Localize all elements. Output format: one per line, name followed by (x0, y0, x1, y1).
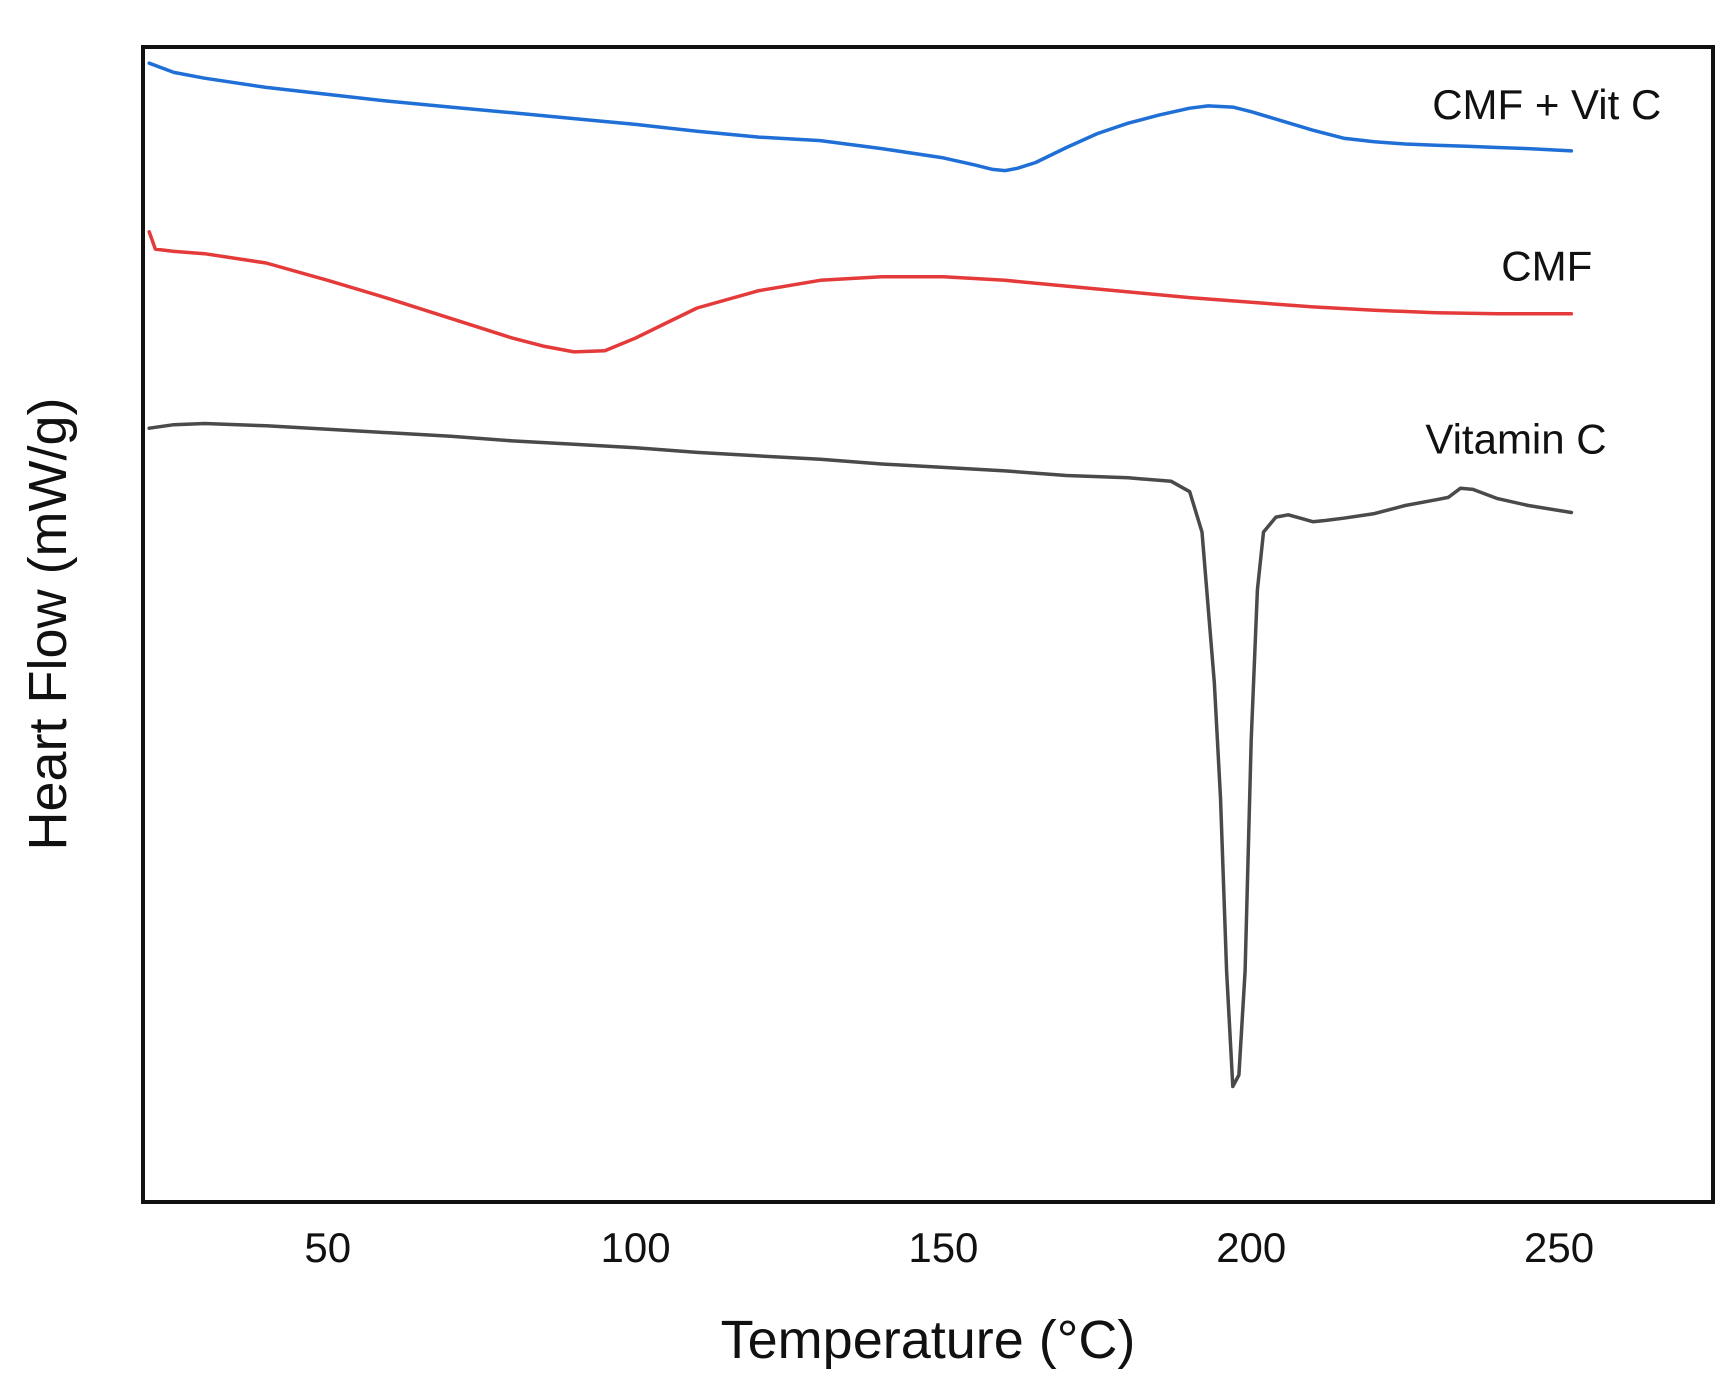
x-axis-ticks: 50 100 150 200 250 (304, 1224, 1594, 1271)
plot-frame (141, 45, 1715, 1204)
x-axis-title: Temperature (°C) (721, 1310, 1136, 1370)
y-axis-title: Heart Flow (mW/g) (18, 397, 78, 850)
series-labels: CMF + Vit C CMF Vitamin C (1425, 81, 1661, 463)
series-line-vitamin-c (147, 421, 1574, 1089)
series-label-cmf-vit-c: CMF + Vit C (1432, 81, 1661, 128)
x-tick-label-250: 250 (1524, 1224, 1594, 1271)
series-group (147, 61, 1574, 1089)
x-tick-label-200: 200 (1216, 1224, 1286, 1271)
series-line-cmf-vit-c (147, 61, 1574, 173)
series-label-vitamin-c: Vitamin C (1425, 416, 1606, 463)
series-label-cmf: CMF (1501, 242, 1592, 289)
series-line-cmf (147, 230, 1574, 354)
x-tick-label-50: 50 (304, 1224, 351, 1271)
x-tick-label-100: 100 (601, 1224, 671, 1271)
x-tick-label-150: 150 (908, 1224, 978, 1271)
